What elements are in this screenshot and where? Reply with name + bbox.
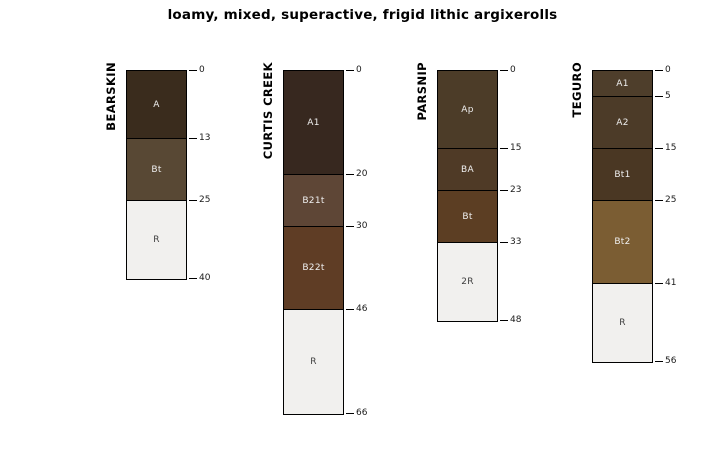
horizon-label: Ap [461, 104, 474, 115]
depth-tick [655, 96, 663, 97]
depth-tick-label: 56 [665, 356, 677, 366]
depth-tick-label: 20 [356, 169, 368, 179]
horizon-label: Bt [462, 211, 473, 222]
depth-tick [655, 148, 663, 149]
depth-tick [189, 70, 197, 71]
depth-tick-label: 0 [199, 65, 205, 75]
depth-tick-label: 0 [510, 65, 516, 75]
depth-tick [500, 148, 508, 149]
depth-tick [346, 226, 354, 227]
horizon-rect: BA [438, 149, 497, 191]
depth-tick [189, 278, 197, 279]
soil-profile-sketch: Ap BA Bt 2R [437, 70, 498, 322]
depth-tick-label: 13 [199, 133, 211, 143]
horizon-label: Bt1 [614, 169, 631, 180]
depth-tick [655, 70, 663, 71]
depth-tick [655, 361, 663, 362]
horizon-rect: B22t [284, 227, 343, 310]
depth-tick-label: 15 [510, 143, 522, 153]
depth-tick-label: 33 [510, 237, 522, 247]
horizon-rect: Bt [438, 191, 497, 243]
horizon-rect: Ap [438, 71, 497, 149]
depth-tick [189, 138, 197, 139]
horizon-rect: A [127, 71, 186, 139]
horizon-rect: R [127, 201, 186, 279]
depth-tick [655, 283, 663, 284]
horizon-label: R [310, 357, 317, 367]
depth-tick-label: 5 [665, 91, 671, 101]
horizon-rect: 2R [438, 243, 497, 321]
soil-profile-sketch: A1 B21t B22t R [283, 70, 344, 415]
horizon-label: B22t [302, 263, 325, 273]
horizon-rect: A2 [593, 97, 652, 149]
depth-tick [346, 309, 354, 310]
horizon-rect: A1 [284, 71, 343, 175]
depth-tick [346, 70, 354, 71]
depth-tick-label: 23 [510, 185, 522, 195]
horizon-rect: Bt2 [593, 201, 652, 284]
depth-tick-label: 41 [665, 278, 677, 288]
depth-tick-label: 0 [356, 65, 362, 75]
soil-profile-sketch: A Bt R [126, 70, 187, 280]
horizon-rect: R [593, 284, 652, 362]
depth-tick-label: 48 [510, 315, 522, 325]
horizon-label: A [153, 99, 160, 110]
horizon-rect: Bt1 [593, 149, 652, 201]
horizon-label: R [153, 235, 160, 245]
soil-profile-sketch: A1 A2 Bt1 Bt2 R [592, 70, 653, 363]
horizon-label: Bt2 [614, 237, 631, 247]
profile-name-label: PARSNIP [415, 62, 429, 121]
depth-tick [500, 242, 508, 243]
horizon-rect: A1 [593, 71, 652, 97]
depth-tick [346, 413, 354, 414]
horizon-label: R [619, 318, 626, 328]
depth-tick [189, 200, 197, 201]
horizon-rect: B21t [284, 175, 343, 227]
depth-tick-label: 0 [665, 65, 671, 75]
depth-tick-label: 66 [356, 408, 368, 418]
horizon-label: A2 [616, 117, 629, 128]
profile-name-label: TEGURO [570, 62, 584, 118]
horizon-label: 2R [461, 277, 474, 287]
horizon-label: Bt [151, 164, 162, 175]
depth-tick [500, 320, 508, 321]
depth-tick-label: 15 [665, 143, 677, 153]
horizon-rect: Bt [127, 139, 186, 201]
depth-tick [655, 200, 663, 201]
depth-tick [500, 70, 508, 71]
horizon-label: B21t [302, 195, 325, 206]
depth-tick [500, 190, 508, 191]
depth-tick-label: 40 [199, 273, 211, 283]
profile-name-label: CURTIS CREEK [261, 62, 275, 160]
depth-tick-label: 46 [356, 304, 368, 314]
depth-tick [346, 174, 354, 175]
horizon-label: A1 [616, 78, 629, 89]
horizon-rect: R [284, 310, 343, 414]
horizon-label: BA [461, 164, 474, 175]
depth-tick-label: 25 [199, 195, 211, 205]
chart-title: loamy, mixed, superactive, frigid lithic… [167, 7, 558, 23]
horizon-label: A1 [307, 117, 320, 128]
profile-name-label: BEARSKIN [104, 62, 118, 131]
depth-tick-label: 30 [356, 221, 368, 231]
depth-tick-label: 25 [665, 195, 677, 205]
